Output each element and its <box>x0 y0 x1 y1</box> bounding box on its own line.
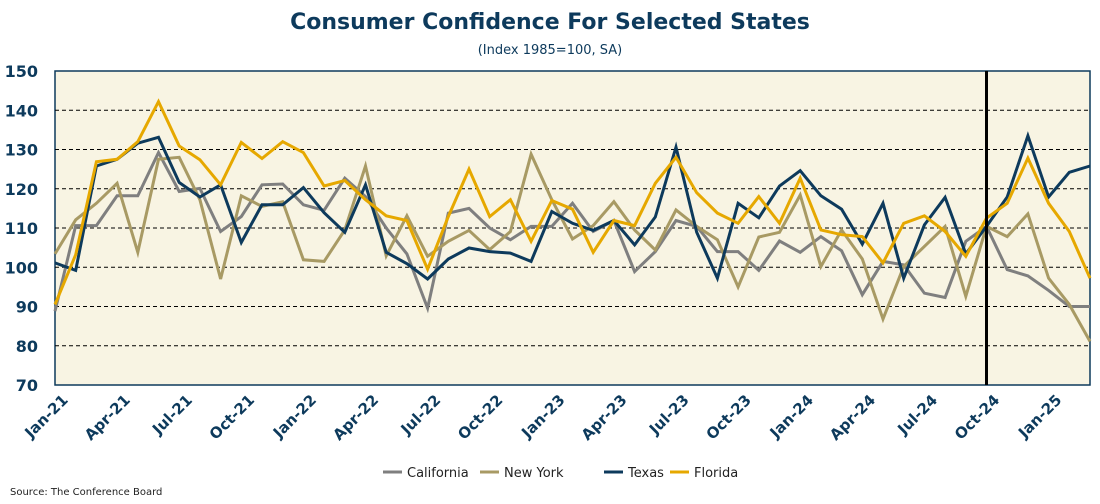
y-axis: 70 80 90 100 110 120 130 140 150 <box>5 62 38 395</box>
chart-title: Consumer Confidence For Selected States <box>290 10 810 35</box>
legend-label: New York <box>504 466 564 481</box>
legend-label: Florida <box>694 466 738 481</box>
x-tick-label: Oct-24 <box>951 391 1003 443</box>
legend-item: Florida <box>670 466 738 481</box>
y-tick-label: 70 <box>16 376 38 395</box>
y-tick-label: 150 <box>5 62 38 81</box>
x-tick-label: Jul-21 <box>148 391 196 439</box>
gridlines <box>55 109 1090 347</box>
series-line-new-york <box>53 149 1092 343</box>
x-tick-label: Apr-23 <box>578 391 631 444</box>
x-tick-label: Oct-22 <box>454 391 506 443</box>
series-line-texas <box>54 131 1091 283</box>
y-tick-label: 80 <box>16 337 38 356</box>
x-tick-label: Jul-22 <box>397 391 445 439</box>
y-tick-label: 110 <box>5 219 38 238</box>
x-tick-label: Jan-23 <box>517 391 568 442</box>
x-tick-label: Apr-21 <box>81 391 134 444</box>
x-tick-label: Oct-23 <box>703 391 755 443</box>
series-lines <box>53 71 1092 385</box>
x-tick-label: Jan-25 <box>1014 391 1065 442</box>
legend-label: Texas <box>627 466 664 481</box>
x-tick-label: Oct-21 <box>206 391 258 443</box>
legend-item: California <box>383 466 469 481</box>
x-tick-label: Apr-22 <box>329 391 382 444</box>
x-tick-label: Jan-22 <box>269 391 320 442</box>
legend-item: Texas <box>604 466 664 481</box>
source-note: Source: The Conference Board <box>10 487 162 498</box>
y-tick-label: 120 <box>5 180 38 199</box>
y-tick-label: 130 <box>5 141 38 160</box>
x-tick-label: Jan-24 <box>766 391 817 442</box>
y-tick-label: 90 <box>16 298 38 317</box>
x-tick-label: Jan-21 <box>20 391 71 442</box>
y-tick-label: 140 <box>5 101 38 120</box>
legend-label: California <box>407 466 469 481</box>
chart-subtitle: (Index 1985=100, SA) <box>478 43 623 58</box>
series-line-florida <box>53 98 1092 306</box>
x-axis: Jan-21 Apr-21 Jul-21 Oct-21 Jan-22 Apr-22 Jul-… <box>20 391 1065 444</box>
x-tick-label: Apr-24 <box>826 391 879 444</box>
series-line-california <box>53 149 1090 314</box>
y-tick-label: 100 <box>5 258 38 277</box>
x-tick-label: Jul-23 <box>645 391 693 439</box>
legend-item: New York <box>480 466 564 481</box>
legend: California New York Texas Florida <box>383 466 738 481</box>
x-tick-label: Jul-24 <box>893 391 941 439</box>
